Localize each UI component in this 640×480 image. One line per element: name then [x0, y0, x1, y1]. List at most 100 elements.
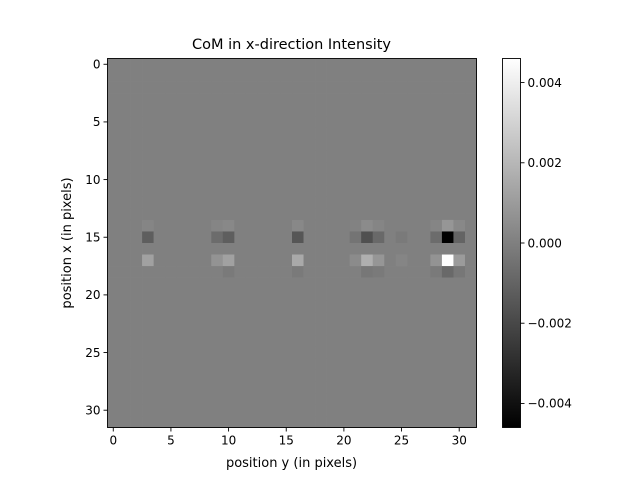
- heatmap-cell: [418, 58, 431, 71]
- heatmap-cell: [303, 127, 316, 140]
- heatmap-cell: [395, 219, 408, 232]
- heatmap-cell: [453, 81, 466, 94]
- heatmap-cell: [142, 58, 154, 71]
- heatmap-cell: [372, 208, 385, 221]
- heatmap-cell: [326, 254, 339, 267]
- heatmap-cell: [280, 104, 293, 117]
- heatmap-cell: [130, 208, 143, 221]
- heatmap-cell: [349, 185, 362, 198]
- heatmap-cell: [199, 346, 212, 359]
- heatmap-cell: [268, 415, 281, 428]
- heatmap-cell: [361, 346, 374, 359]
- heatmap-cell: [384, 127, 397, 140]
- heatmap-cell: [395, 208, 408, 221]
- heatmap-cell: [176, 173, 189, 186]
- heatmap-cell: [418, 219, 431, 232]
- heatmap-cell: [268, 323, 281, 336]
- colorbar-tick-label: 0.004: [528, 76, 562, 90]
- heatmap-cell: [338, 139, 351, 152]
- heatmap-cell: [234, 127, 247, 140]
- heatmap-cell: [142, 150, 154, 163]
- heatmap-cell: [130, 289, 143, 302]
- heatmap-cell: [211, 139, 224, 152]
- heatmap-cell: [418, 266, 431, 278]
- heatmap-cell: [453, 58, 466, 71]
- heatmap-cell: [176, 162, 189, 175]
- heatmap-cell: [142, 208, 154, 221]
- heatmap-cell: [199, 127, 212, 140]
- heatmap-cell: [430, 116, 443, 129]
- heatmap-cell: [165, 219, 178, 232]
- heatmap-cell: [407, 415, 420, 428]
- heatmap-cell: [303, 254, 316, 267]
- y-tick-label: 25: [85, 346, 100, 360]
- heatmap-cell: [245, 104, 258, 117]
- heatmap-cell: [395, 243, 408, 255]
- heatmap-cell: [292, 335, 304, 348]
- heatmap-cell: [130, 81, 143, 94]
- heatmap-cell: [119, 139, 131, 152]
- heatmap-cell: [153, 81, 166, 94]
- heatmap-cell: [384, 196, 397, 209]
- heatmap-cell: [199, 300, 212, 313]
- heatmap-cell: [292, 208, 304, 221]
- heatmap-cell: [257, 335, 270, 348]
- heatmap-cell: [176, 289, 189, 302]
- heatmap-cell: [176, 104, 189, 117]
- heatmap-cell: [453, 162, 466, 175]
- y-tick-label: 10: [85, 173, 100, 187]
- heatmap-cell: [234, 415, 247, 428]
- heatmap-cell: [303, 300, 316, 313]
- heatmap-cell: [142, 289, 154, 302]
- heatmap-cell: [372, 243, 385, 255]
- heatmap-cell: [234, 266, 247, 278]
- heatmap-cell: [441, 162, 454, 175]
- heatmap-cell: [395, 312, 408, 325]
- heatmap-cell: [349, 358, 362, 371]
- heatmap-cell: [257, 196, 270, 209]
- heatmap-cell: [188, 93, 201, 105]
- heatmap-cell: [464, 58, 477, 71]
- heatmap-cell: [130, 93, 143, 105]
- heatmap-cell: [107, 70, 120, 82]
- heatmap-cell: [280, 346, 293, 359]
- heatmap-cell: [326, 369, 339, 382]
- heatmap-cell: [464, 116, 477, 129]
- heatmap-cell: [245, 162, 258, 175]
- heatmap-cell: [315, 162, 327, 175]
- heatmap-cell: [234, 150, 247, 163]
- heatmap-cell: [119, 358, 131, 371]
- heatmap-cell: [119, 404, 131, 417]
- heatmap-cell: [361, 185, 374, 198]
- heatmap-cell: [268, 369, 281, 382]
- heatmap-cell: [361, 312, 374, 325]
- heatmap-cell: [268, 173, 281, 186]
- heatmap-cell: [165, 358, 178, 371]
- heatmap-cell: [303, 196, 316, 209]
- heatmap-cell: [441, 323, 454, 336]
- heatmap-cell: [245, 150, 258, 163]
- heatmap-cell: [372, 335, 385, 348]
- heatmap-cell: [268, 335, 281, 348]
- heatmap-cell: [119, 312, 131, 325]
- heatmap-cell: [441, 208, 454, 221]
- heatmap-cell: [234, 300, 247, 313]
- heatmap-cell: [188, 266, 201, 278]
- heatmap-cell: [441, 81, 454, 94]
- heatmap-cell: [153, 312, 166, 325]
- heatmap-cell: [222, 173, 235, 186]
- heatmap-cell: [338, 358, 351, 371]
- heatmap-cell: [384, 346, 397, 359]
- heatmap-cell: [441, 415, 454, 428]
- heatmap-cell: [176, 392, 189, 405]
- heatmap-cell: [430, 346, 443, 359]
- heatmap-cell: [407, 243, 420, 255]
- heatmap-cell: [430, 404, 443, 417]
- heatmap-cell: [303, 219, 316, 232]
- heatmap-cell: [418, 392, 431, 405]
- heatmap-cell: [245, 93, 258, 105]
- heatmap-cell: [257, 323, 270, 336]
- heatmap-cell: [153, 104, 166, 117]
- heatmap-cell: [165, 139, 178, 152]
- heatmap-cell: [153, 208, 166, 221]
